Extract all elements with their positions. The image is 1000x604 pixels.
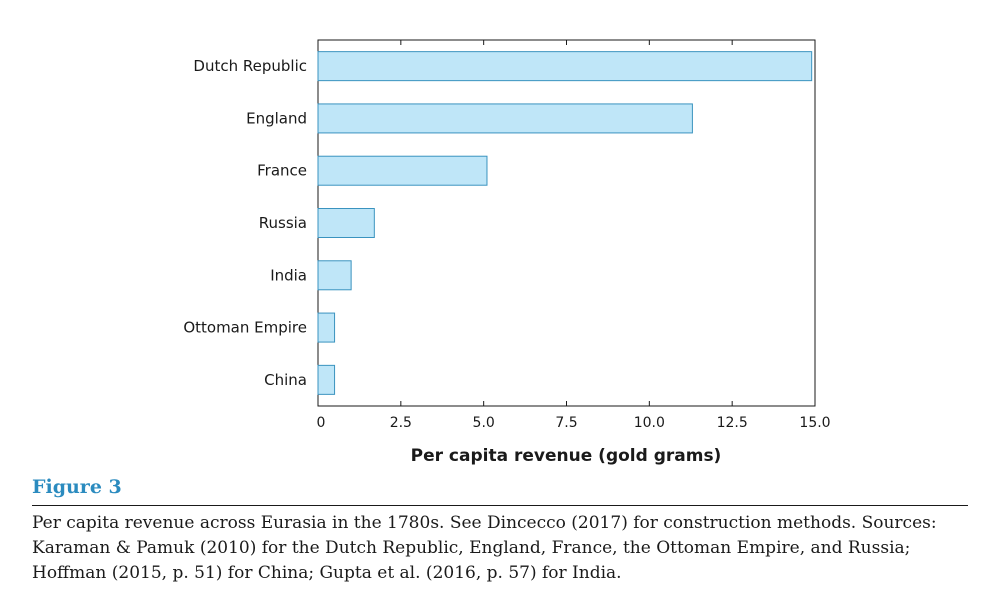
x-tick-label: 15.0 [799, 415, 830, 431]
bars [317, 51, 813, 395]
x-tick-label: 7.5 [555, 415, 577, 431]
category-label: Dutch Republic [193, 57, 307, 75]
category-label: China [264, 371, 307, 389]
figure-caption: Per capita revenue across Eurasia in the… [32, 511, 972, 586]
bar [317, 208, 375, 238]
figure-label: Figure 3 [32, 476, 122, 498]
caption-divider [32, 505, 968, 506]
bar [317, 103, 693, 134]
category-label: France [257, 162, 307, 180]
bar [317, 364, 336, 395]
plot-frame [317, 39, 816, 407]
category-label: England [246, 109, 307, 127]
category-label: Russia [259, 214, 307, 232]
bar [317, 155, 488, 186]
bar [317, 260, 352, 291]
caption-line: Per capita revenue across Eurasia in the… [32, 513, 937, 533]
x-ticks: 0 2.5 5.0 7.5 10.0 12.5 15.0 [317, 40, 831, 431]
x-tick-label: 5.0 [473, 415, 495, 431]
bar [317, 51, 813, 82]
category-label: India [270, 266, 307, 284]
x-axis-title: Per capita revenue (gold grams) [411, 446, 722, 466]
x-tick-label: 0 [317, 415, 326, 431]
bar-chart: 0 2.5 5.0 7.5 10.0 12.5 15.0 Dutch Republic Eng… [183, 39, 831, 466]
x-tick-label: 2.5 [390, 415, 412, 431]
category-label: Ottoman Empire [183, 319, 307, 337]
x-tick-label: 12.5 [717, 415, 748, 431]
category-labels: Dutch Republic England France Russia India Ot… [183, 57, 307, 389]
caption-line: Hoffman (2015, p. 51) for China; Gupta e… [32, 563, 622, 583]
x-tick-label: 10.0 [634, 415, 665, 431]
caption-line: Karaman & Pamuk (2010) for the Dutch Rep… [32, 538, 911, 558]
bar [317, 312, 336, 343]
